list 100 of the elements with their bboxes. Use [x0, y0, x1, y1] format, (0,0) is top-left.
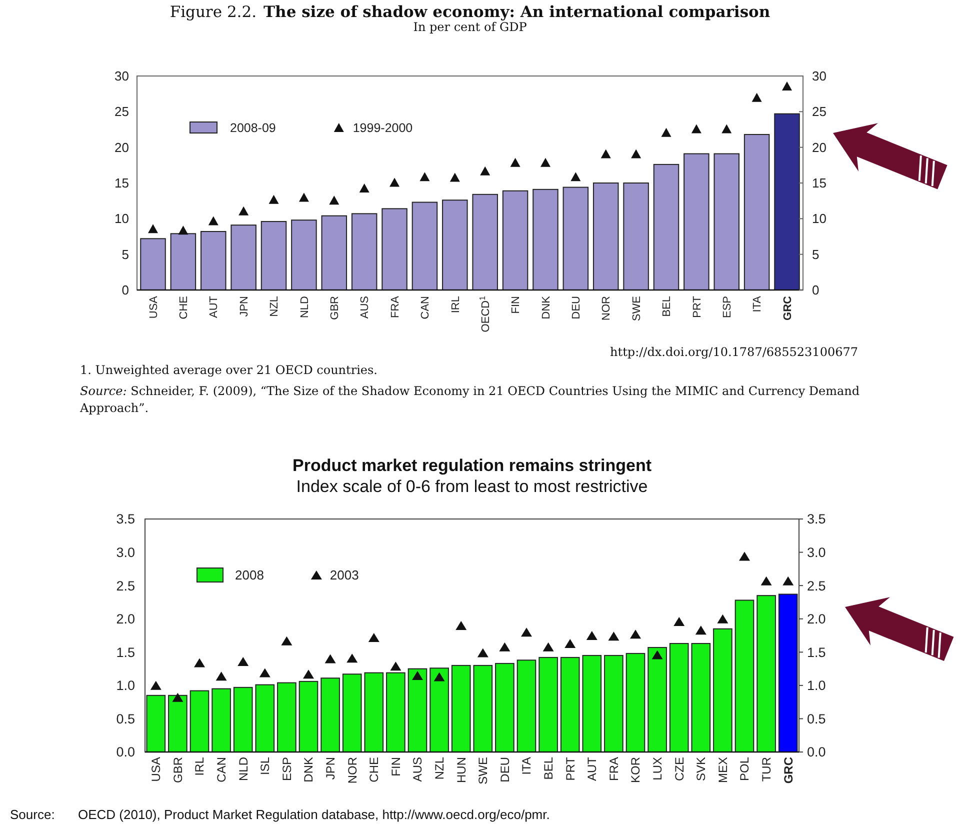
x-tick-label: CHE	[367, 757, 382, 782]
y2-tick-label: 15	[114, 176, 129, 191]
x-tick-label: GRC	[782, 296, 794, 320]
bar	[532, 188, 558, 290]
bar	[364, 672, 384, 752]
x-tick-label: FRA	[606, 757, 621, 781]
bar	[473, 664, 493, 752]
bar	[233, 686, 253, 752]
chart-subtitle: Index scale of 0-6 from least to most restrictive	[296, 477, 648, 496]
point	[782, 576, 794, 586]
point	[238, 206, 249, 216]
bar	[140, 238, 166, 290]
x-tick-label: DEU	[570, 296, 583, 320]
bar	[623, 182, 649, 290]
y2-tick-label: 0.5	[116, 711, 135, 726]
x-tick-label: SWE	[476, 757, 490, 784]
x-tick-label: CHE	[178, 296, 190, 320]
point	[346, 654, 358, 663]
x-tick-label: BEL	[661, 296, 674, 317]
point	[630, 630, 641, 639]
point	[752, 92, 762, 102]
point	[329, 196, 340, 205]
x-tick-label: NLD	[236, 756, 250, 782]
point	[652, 650, 663, 660]
point	[586, 631, 598, 640]
y-tick-label: 2.0	[807, 612, 826, 627]
bar	[626, 652, 646, 752]
x-tick-label: GBR	[328, 296, 341, 320]
point	[208, 216, 218, 226]
bar	[516, 660, 536, 752]
x-tick-label: ITA	[752, 295, 764, 312]
x-tick-label: CAN	[420, 296, 432, 320]
x-tick-label: PRT	[563, 756, 578, 781]
point	[412, 670, 423, 680]
point	[477, 648, 488, 658]
bar	[778, 594, 798, 752]
bar	[168, 694, 188, 752]
y2-tick-label: 3.5	[116, 512, 135, 527]
bar	[691, 642, 711, 752]
bar	[653, 164, 680, 290]
x-tick-label: JPN	[238, 296, 250, 317]
x-tick-label: DNK	[302, 757, 316, 782]
x-tick-label: FIN	[388, 757, 403, 776]
point	[216, 672, 227, 681]
point	[390, 662, 402, 671]
x-tick-label: GBR	[170, 756, 185, 784]
x-tick-label: FRA	[389, 295, 402, 318]
point	[281, 636, 292, 646]
x-tick-label: NOR	[600, 296, 613, 320]
bar	[212, 688, 231, 752]
bar	[170, 233, 196, 290]
bar	[146, 694, 166, 752]
bar	[648, 646, 667, 752]
bar	[756, 595, 776, 752]
x-tick-label: IRL	[192, 756, 207, 776]
point	[259, 668, 270, 678]
x-tick-label: NZL	[432, 756, 446, 780]
y2-tick-label: 25	[114, 104, 129, 120]
bar	[190, 690, 210, 752]
point	[499, 642, 510, 652]
bar	[298, 680, 318, 752]
point	[480, 166, 490, 176]
y-tick-label: 2.5	[807, 578, 826, 594]
bar	[351, 213, 378, 290]
bar	[582, 654, 602, 752]
y-tick-label: 20	[812, 140, 826, 155]
bar	[342, 674, 362, 752]
bar	[321, 215, 348, 290]
point	[298, 192, 309, 202]
y2-tick-label: 0	[122, 282, 129, 298]
x-tick-label: CAN	[214, 757, 228, 782]
point	[148, 224, 158, 234]
x-tick-label: GRC	[781, 756, 796, 784]
text: http://dx.doi.org/10.1787/685523100677	[610, 345, 858, 359]
legend-label: 2008-09	[230, 120, 276, 135]
bar	[502, 190, 528, 290]
legend-label: 2008	[235, 568, 264, 583]
point	[178, 226, 188, 235]
chart-title: Figure 2.2. The size of shadow economy: An international comparison	[170, 2, 770, 21]
x-tick-label: ISL	[258, 756, 272, 776]
y-tick-label: 0.0	[807, 744, 826, 760]
x-tick-label: DEU	[498, 757, 512, 782]
source-note: Source: Schneider, F. (2009), “The Size of the Shadow Economy in 21 OECD Countries Using the MIMIC and Currency Demand Approach”.	[79, 384, 860, 415]
point	[540, 158, 550, 167]
y2-tick-label: 1.5	[116, 644, 135, 660]
x-tick-label: FIN	[510, 296, 522, 314]
x-tick-label: MEX	[716, 757, 730, 784]
point	[359, 183, 370, 192]
point	[420, 172, 430, 182]
y-tick-label: 1.5	[807, 644, 826, 660]
y2-tick-label: 20	[114, 140, 129, 155]
point	[661, 128, 672, 137]
point	[542, 642, 554, 652]
point	[695, 626, 706, 635]
y2-tick-label: 5	[122, 246, 129, 262]
x-tick-label: IRL	[450, 296, 462, 314]
y2-tick-label: 0.0	[116, 744, 135, 760]
y2-tick-label: 2.5	[116, 578, 135, 594]
bar	[382, 208, 408, 290]
x-tick-label: ESP	[280, 757, 294, 782]
